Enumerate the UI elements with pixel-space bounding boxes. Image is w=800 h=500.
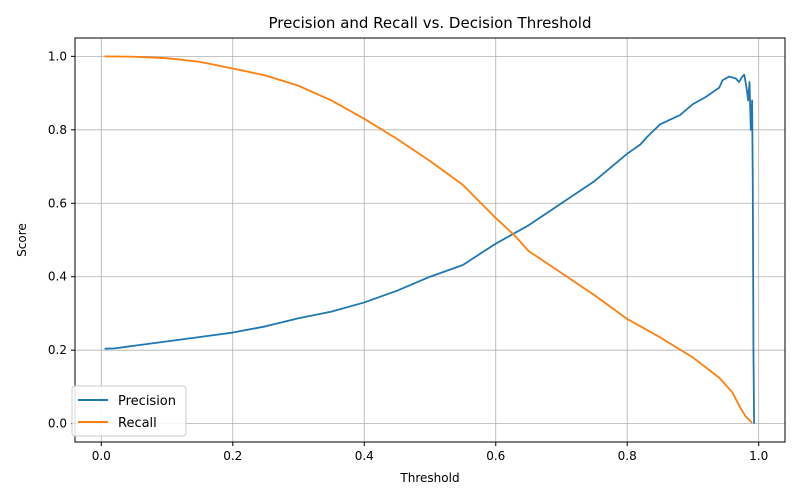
legend: Precision Recall xyxy=(71,385,187,437)
legend-recall-label: Recall xyxy=(118,416,157,431)
x-tick-label: 0.0 xyxy=(92,449,111,463)
chart-title: Precision and Recall vs. Decision Thresh… xyxy=(269,14,592,32)
series-layer xyxy=(104,55,755,424)
series-line-precision xyxy=(104,73,755,424)
grid xyxy=(75,38,785,442)
y-axis-label: Score xyxy=(15,223,29,257)
x-tick-label: 0.8 xyxy=(618,449,637,463)
series-line-recall xyxy=(104,55,753,424)
x-tick-label: 1.0 xyxy=(749,449,768,463)
y-tick-label: 1.0 xyxy=(48,49,67,63)
y-tick-label: 0.6 xyxy=(48,196,67,210)
legend-precision-label: Precision xyxy=(118,394,176,409)
y-tick-label: 0.0 xyxy=(48,417,67,431)
y-tick-label: 0.8 xyxy=(48,123,67,137)
x-tick-label: 0.2 xyxy=(223,449,242,463)
legend-frame xyxy=(71,385,187,437)
ticks: 0.0 0.2 0.4 0.6 0.8 1.0 0.0 0.2 0.4 0.6 0.8 1.0 xyxy=(48,49,768,463)
plot-area-frame xyxy=(74,37,786,443)
y-tick-label: 0.2 xyxy=(48,343,67,357)
x-tick-label: 0.4 xyxy=(355,449,374,463)
x-tick-label: 0.6 xyxy=(486,449,505,463)
x-axis-label: Threshold xyxy=(399,471,459,485)
y-tick-label: 0.4 xyxy=(48,270,67,284)
